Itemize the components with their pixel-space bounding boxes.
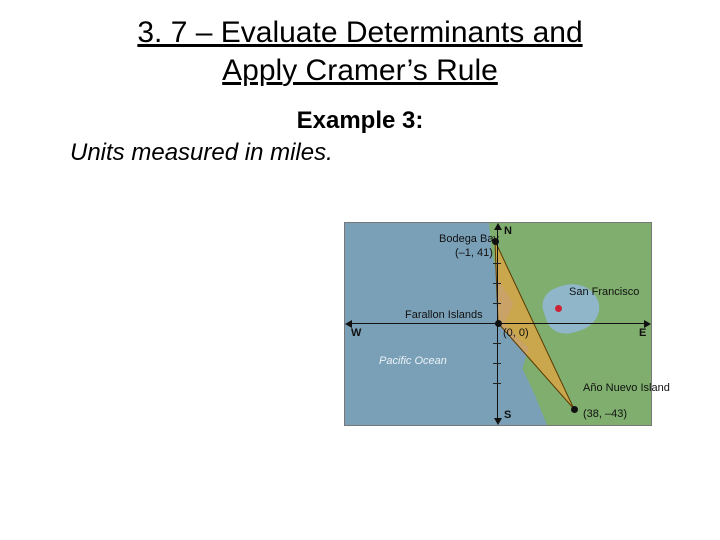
- axis-tick: [493, 363, 501, 364]
- axis-label-n: N: [504, 225, 512, 237]
- farallon-label: Farallon Islands: [405, 309, 483, 321]
- axis-label-w: W: [351, 327, 361, 339]
- bodega-coord: (–1, 41): [455, 247, 493, 259]
- axis-label-e: E: [639, 327, 646, 339]
- axis-tick: [493, 343, 501, 344]
- title-line-2: Apply Cramer’s Rule: [222, 54, 498, 87]
- point-san-francisco: [555, 305, 562, 312]
- point-origin: [495, 320, 502, 327]
- sf-name: San Francisco: [569, 287, 639, 298]
- units-note: Units measured in miles.: [70, 139, 720, 167]
- bodega-name: Bodega Bay: [439, 233, 491, 245]
- point-ano-nuevo: [571, 406, 578, 413]
- ano-coord: (38, –43): [583, 408, 627, 420]
- ocean-label: Pacific Ocean: [379, 355, 447, 367]
- arrow-n-icon: [494, 223, 502, 230]
- origin-label: (0, 0): [503, 327, 529, 339]
- section-title: 3. 7 – Evaluate Determinants and Apply C…: [0, 0, 720, 89]
- ano-name: Año Nuevo Island: [583, 383, 670, 395]
- map-figure: N S E W Bodega Bay (–1, 41) Farallon Isl…: [344, 222, 652, 426]
- example-heading: Example 3:: [0, 107, 720, 135]
- axis-tick: [493, 303, 501, 304]
- title-line-1: 3. 7 – Evaluate Determinants and: [137, 16, 582, 49]
- axis-tick: [493, 263, 501, 264]
- arrow-s-icon: [494, 418, 502, 425]
- axis-tick: [493, 383, 501, 384]
- axis-tick: [493, 283, 501, 284]
- axis-label-s: S: [504, 409, 511, 421]
